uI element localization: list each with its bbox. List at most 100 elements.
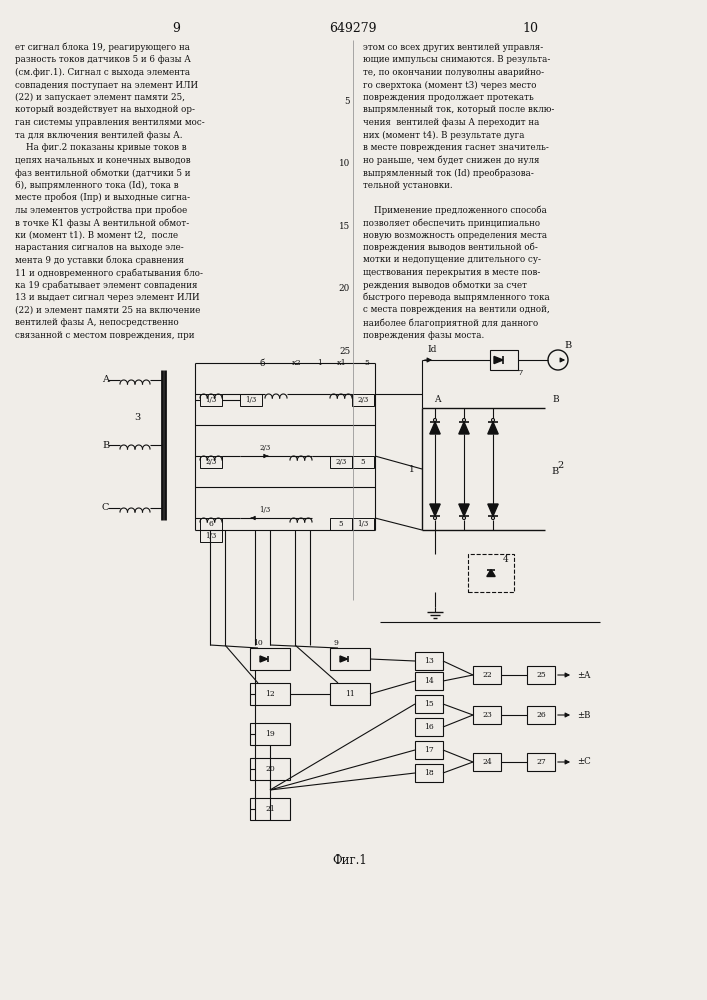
Text: ±A: ±A <box>577 670 590 680</box>
Bar <box>352 456 374 468</box>
Text: (см.фиг.1). Сигнал с выхода элемента: (см.фиг.1). Сигнал с выхода элемента <box>15 68 190 77</box>
Text: B: B <box>551 468 559 477</box>
Text: б: б <box>259 359 264 367</box>
Text: разность токов датчиков 5 и 6 фазы А: разность токов датчиков 5 и 6 фазы А <box>15 55 191 64</box>
Bar <box>250 648 290 670</box>
Text: 17: 17 <box>424 746 434 754</box>
Text: 20: 20 <box>265 765 275 773</box>
Text: 10: 10 <box>339 159 350 168</box>
Text: мента 9 до уставки блока сравнения: мента 9 до уставки блока сравнения <box>15 255 184 265</box>
Bar <box>250 798 290 820</box>
Text: быстрого перевода выпрямленного тока: быстрого перевода выпрямленного тока <box>363 293 550 302</box>
Text: 5: 5 <box>365 359 370 367</box>
Text: но раньше, чем будет снижен до нуля: но раньше, чем будет снижен до нуля <box>363 155 539 165</box>
Text: связанной с местом повреждения, при: связанной с местом повреждения, при <box>15 330 194 340</box>
Text: B: B <box>553 395 559 404</box>
Bar <box>330 683 370 705</box>
Text: 2: 2 <box>557 460 563 470</box>
Text: 24: 24 <box>482 758 492 766</box>
Bar <box>415 695 443 713</box>
Text: 23: 23 <box>482 711 492 719</box>
Text: 6: 6 <box>209 520 214 528</box>
Text: 11 и одновременного срабатывания бло-: 11 и одновременного срабатывания бло- <box>15 268 203 277</box>
Text: 22: 22 <box>482 671 492 679</box>
Text: 11: 11 <box>345 690 355 698</box>
Text: (22) и запускает элемент памяти 25,: (22) и запускает элемент памяти 25, <box>15 93 185 102</box>
Text: к1: к1 <box>337 359 347 367</box>
Text: 16: 16 <box>424 723 434 731</box>
Text: 9: 9 <box>172 21 180 34</box>
Text: 2/3: 2/3 <box>357 396 368 404</box>
Text: ющие импульсы снимаются. В результа-: ющие импульсы снимаются. В результа- <box>363 55 550 64</box>
Polygon shape <box>430 422 440 434</box>
Bar <box>415 741 443 759</box>
Text: 2/3: 2/3 <box>259 444 271 452</box>
Polygon shape <box>340 656 348 662</box>
Text: с места повреждения на вентили одной,: с места повреждения на вентили одной, <box>363 306 550 314</box>
Text: 10: 10 <box>522 21 538 34</box>
Text: C: C <box>102 504 110 512</box>
Polygon shape <box>487 570 495 576</box>
Text: который воздействует на выходной ор-: который воздействует на выходной ор- <box>15 105 195 114</box>
Bar <box>352 394 374 406</box>
Text: цепях начальных и конечных выводов: цепях начальных и конечных выводов <box>15 155 191 164</box>
Text: 1: 1 <box>317 359 322 367</box>
Polygon shape <box>488 422 498 434</box>
Polygon shape <box>260 656 267 662</box>
Text: реждения выводов обмотки за счет: реждения выводов обмотки за счет <box>363 280 527 290</box>
Text: ган системы управления вентилями мос-: ган системы управления вентилями мос- <box>15 118 205 127</box>
Text: A: A <box>434 395 440 404</box>
Text: 649279: 649279 <box>329 21 377 34</box>
Text: совпадения поступает на элемент ИЛИ: совпадения поступает на элемент ИЛИ <box>15 81 198 90</box>
Text: 21: 21 <box>265 805 275 813</box>
Text: го сверхтока (момент t3) через место: го сверхтока (момент t3) через место <box>363 81 537 90</box>
Text: них (момент t4). В результате дуга: них (момент t4). В результате дуга <box>363 130 525 140</box>
Polygon shape <box>430 504 440 516</box>
Text: 5: 5 <box>344 97 350 106</box>
Text: выпрямленный ток, который после вклю-: выпрямленный ток, который после вклю- <box>363 105 554 114</box>
Text: B: B <box>564 340 572 350</box>
Text: позволяет обеспечить принципиально: позволяет обеспечить принципиально <box>363 218 540 228</box>
Text: в месте повреждения гаснет значитель-: в месте повреждения гаснет значитель- <box>363 143 549 152</box>
Text: Id: Id <box>427 346 437 355</box>
Text: ществования перекрытия в месте пов-: ществования перекрытия в месте пов- <box>363 268 540 277</box>
Text: 13 и выдает сигнал через элемент ИЛИ: 13 и выдает сигнал через элемент ИЛИ <box>15 293 199 302</box>
Text: 12: 12 <box>265 690 275 698</box>
Text: повреждения выводов вентильной об-: повреждения выводов вентильной об- <box>363 243 538 252</box>
Text: 7: 7 <box>518 369 522 377</box>
Text: 10: 10 <box>253 639 263 647</box>
Bar <box>527 666 555 684</box>
Text: 27: 27 <box>536 758 546 766</box>
Text: повреждения фазы моста.: повреждения фазы моста. <box>363 330 484 340</box>
Text: лы элементов устройства при пробое: лы элементов устройства при пробое <box>15 206 187 215</box>
Text: месте пробоя (Iпр) и выходные сигна-: месте пробоя (Iпр) и выходные сигна- <box>15 193 190 202</box>
Polygon shape <box>494 356 503 364</box>
Text: 25: 25 <box>339 347 350 356</box>
Text: 1/3: 1/3 <box>259 506 271 514</box>
Text: тельной установки.: тельной установки. <box>363 180 452 190</box>
Text: 9: 9 <box>333 639 338 647</box>
Bar <box>200 518 222 530</box>
Text: в точке К1 фазы А вентильной обмот-: в точке К1 фазы А вентильной обмот- <box>15 218 189 228</box>
Bar <box>250 723 290 745</box>
Text: A: A <box>102 375 109 384</box>
Bar <box>200 456 222 468</box>
Text: 15: 15 <box>424 700 434 708</box>
Text: 13: 13 <box>424 657 434 665</box>
Text: 3: 3 <box>134 412 140 422</box>
Text: наиболее благоприятной для данного: наиболее благоприятной для данного <box>363 318 538 328</box>
Bar <box>240 394 262 406</box>
Text: 18: 18 <box>424 769 434 777</box>
Text: 1/3: 1/3 <box>205 396 216 404</box>
Bar <box>468 554 514 592</box>
Bar <box>473 753 501 771</box>
Bar <box>490 350 518 370</box>
Bar <box>330 518 352 530</box>
Bar <box>415 652 443 670</box>
Text: 2/3: 2/3 <box>205 458 216 466</box>
Text: B: B <box>102 440 110 450</box>
Bar <box>250 758 290 780</box>
Text: 1/3: 1/3 <box>357 520 368 528</box>
Text: ка 19 срабатывает элемент совпадения: ка 19 срабатывает элемент совпадения <box>15 280 197 290</box>
Bar <box>415 764 443 782</box>
